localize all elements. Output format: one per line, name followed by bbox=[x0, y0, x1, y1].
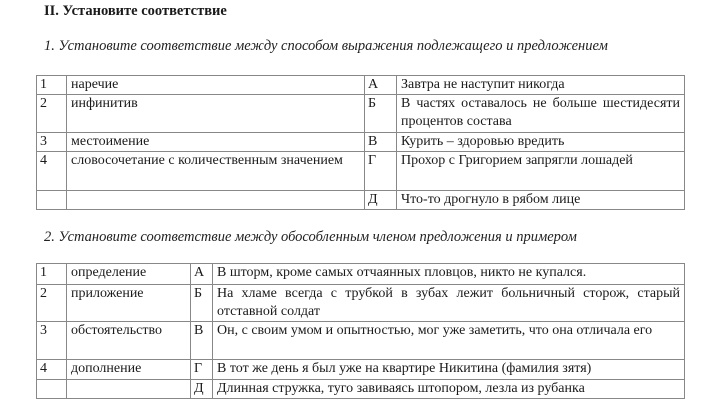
table-row: 3 местоимение В Курить – здоровью вредить bbox=[36, 132, 685, 152]
row-term bbox=[66, 379, 191, 399]
row-example: Длинная стружка, туго завиваясь штопором… bbox=[212, 379, 685, 399]
task1-table: 1 наречие А Завтра не наступит никогда 2 инфи… bbox=[36, 75, 685, 210]
row-letter: Д bbox=[364, 190, 397, 210]
row-number: 2 bbox=[36, 284, 67, 322]
row-number: 4 bbox=[36, 151, 67, 191]
row-letter: В bbox=[190, 321, 213, 360]
table-row: 3 обстоятельство В Он, с своим умом и опытн… bbox=[36, 321, 685, 360]
row-term: приложение bbox=[66, 284, 191, 322]
table-row: 1 наречие А Завтра не наступит никогда bbox=[36, 75, 685, 95]
row-example: Прохор с Григорием запрягли лошадей bbox=[396, 151, 685, 191]
task2-title: 2. Установите соответствие между обособл… bbox=[44, 229, 577, 245]
task2-table: 1 определение А В шторм, кроме самых отчаян… bbox=[36, 263, 685, 399]
row-example: В частях оставалось не больше шестидесят… bbox=[396, 94, 685, 133]
row-number bbox=[36, 190, 67, 210]
row-number: 1 bbox=[36, 263, 67, 285]
task1-title: 1. Установите соответствие между способо… bbox=[44, 38, 608, 54]
row-term: дополнение bbox=[66, 359, 191, 380]
row-term: обстоятельство bbox=[66, 321, 191, 360]
row-letter: Б bbox=[364, 94, 397, 133]
row-term: определение bbox=[66, 263, 191, 285]
row-letter: А bbox=[190, 263, 213, 285]
table-row: 1 определение А В шторм, кроме самых отчаян… bbox=[36, 263, 685, 285]
section-heading: II. Установите соответствие bbox=[44, 3, 227, 19]
row-letter: Г bbox=[364, 151, 397, 191]
table-row: 4 дополнение Г В тот же день я был уже на к… bbox=[36, 359, 685, 380]
row-letter: В bbox=[364, 132, 397, 152]
row-letter: А bbox=[364, 75, 397, 95]
row-term: инфинитив bbox=[66, 94, 365, 133]
row-example: Завтра не наступит никогда bbox=[396, 75, 685, 95]
row-term bbox=[66, 190, 365, 210]
row-example: Он, с своим умом и опытностью, мог уже з… bbox=[212, 321, 685, 360]
table-row: Д Длинная стружка, туго завиваясь штопоро… bbox=[36, 379, 685, 399]
table-row: 2 инфинитив Б В частях оставалось не больше… bbox=[36, 94, 685, 133]
table-row: Д Что-то дрогнуло в рябом лице bbox=[36, 190, 685, 210]
row-example: Курить – здоровью вредить bbox=[396, 132, 685, 152]
row-example: На хламе всегда с трубкой в зубах лежит … bbox=[212, 284, 685, 322]
table-row: 2 приложение Б На хламе всегда с трубкой в … bbox=[36, 284, 685, 322]
row-term: словосочетание с количественным значение… bbox=[66, 151, 365, 191]
row-number: 1 bbox=[36, 75, 67, 95]
row-number: 4 bbox=[36, 359, 67, 380]
row-letter: Б bbox=[190, 284, 213, 322]
row-example: В шторм, кроме самых отчаянных пловцов, … bbox=[212, 263, 685, 285]
row-number bbox=[36, 379, 67, 399]
row-number: 2 bbox=[36, 94, 67, 133]
row-letter: Г bbox=[190, 359, 213, 380]
table-row: 4 словосочетание с количественным значени… bbox=[36, 151, 685, 191]
row-letter: Д bbox=[190, 379, 213, 399]
row-term: наречие bbox=[66, 75, 365, 95]
row-number: 3 bbox=[36, 132, 67, 152]
row-term: местоимение bbox=[66, 132, 365, 152]
row-example: Что-то дрогнуло в рябом лице bbox=[396, 190, 685, 210]
row-example: В тот же день я был уже на квартире Ники… bbox=[212, 359, 685, 380]
row-number: 3 bbox=[36, 321, 67, 360]
